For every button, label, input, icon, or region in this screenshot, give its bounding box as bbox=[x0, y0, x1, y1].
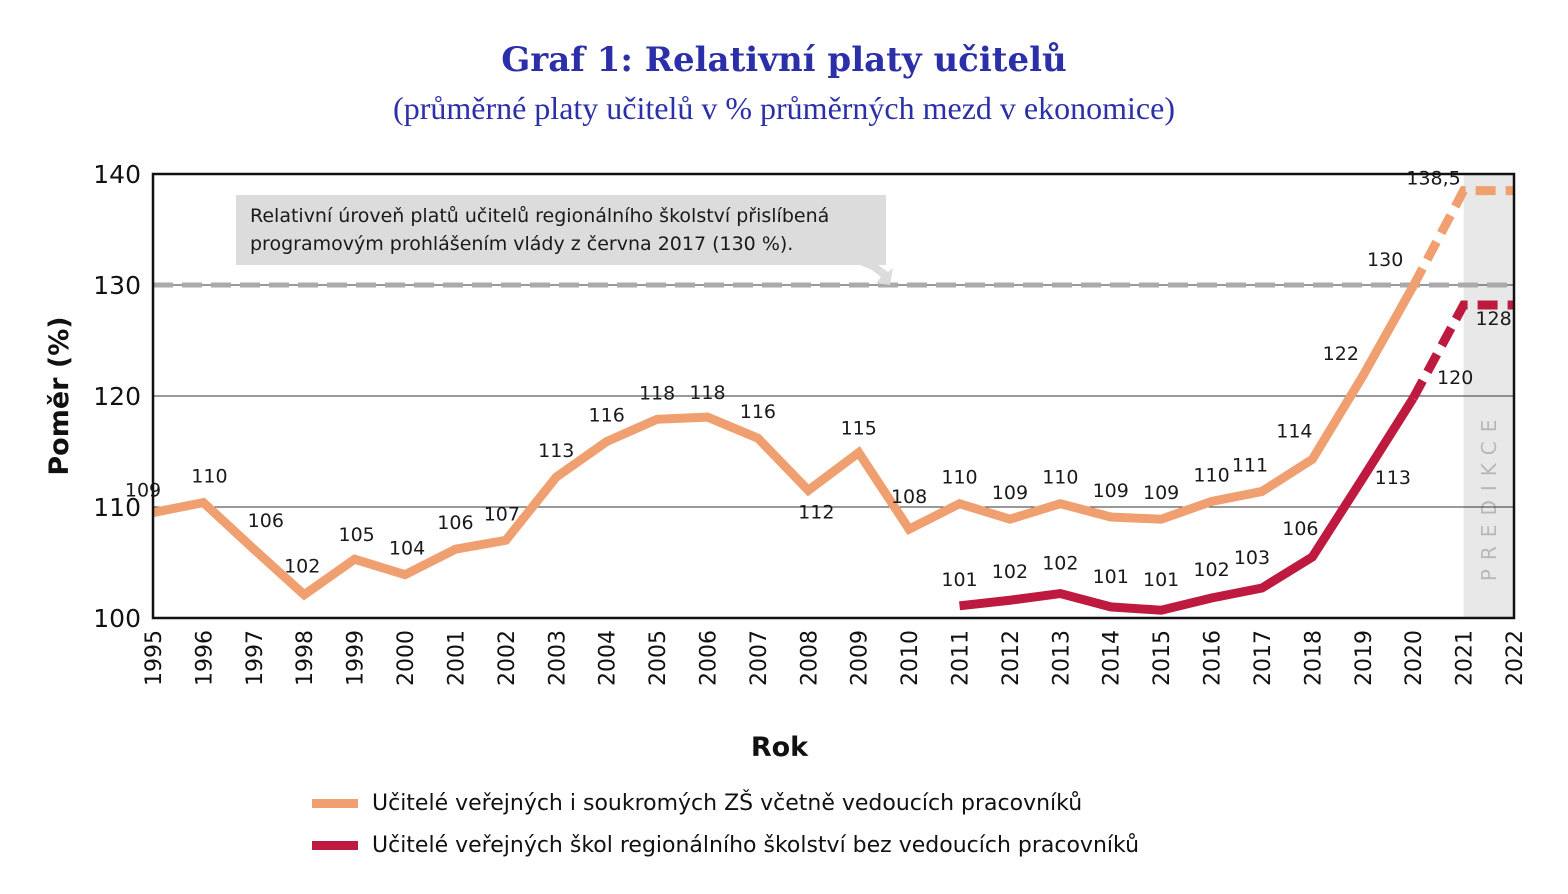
data-label: 107 bbox=[484, 503, 520, 525]
prediction-label: PREDIKCE bbox=[1477, 411, 1501, 582]
x-tick-label: 2016 bbox=[1201, 630, 1226, 686]
data-label: 120 bbox=[1437, 367, 1473, 389]
series-forecast-line-1 bbox=[1409, 300, 1514, 401]
data-label: 109 bbox=[1143, 482, 1179, 504]
data-label: 101 bbox=[1143, 569, 1179, 591]
legend-swatch-zs-teachers bbox=[312, 798, 358, 808]
x-tick-label: 2010 bbox=[898, 630, 923, 686]
y-tick-label: 120 bbox=[93, 382, 141, 411]
data-label: 108 bbox=[891, 486, 927, 508]
x-tick-label: 2005 bbox=[646, 630, 671, 686]
data-label: 110 bbox=[1193, 464, 1229, 486]
x-tick-label: 2001 bbox=[444, 630, 469, 686]
series-line-0 bbox=[152, 283, 1418, 601]
x-axis-title: Rok bbox=[751, 732, 809, 763]
x-tick-label: 1998 bbox=[293, 630, 318, 686]
annotation-arrow-icon bbox=[860, 265, 893, 285]
x-tick-label: 2011 bbox=[949, 630, 974, 686]
data-label: 115 bbox=[841, 418, 877, 440]
x-tick-label: 2018 bbox=[1301, 630, 1326, 686]
data-label: 128 bbox=[1475, 308, 1511, 330]
data-label: 109 bbox=[992, 482, 1028, 504]
data-label: 106 bbox=[1282, 518, 1318, 540]
x-tick-label: 2002 bbox=[495, 630, 520, 686]
legend-label-regional-teachers: Učitelé veřejných škol regionálního škol… bbox=[372, 832, 1140, 858]
x-tick-label: 2007 bbox=[747, 630, 772, 686]
x-tick-label: 2017 bbox=[1251, 630, 1276, 686]
annotation-text-line: programovým prohlášením vlády z června 2… bbox=[250, 233, 793, 255]
x-tick-label: 2000 bbox=[394, 630, 419, 686]
x-tick-label: 2015 bbox=[1150, 630, 1175, 686]
data-label: 106 bbox=[437, 512, 473, 534]
x-tick-label: 2020 bbox=[1402, 630, 1427, 686]
data-label: 111 bbox=[1232, 454, 1268, 476]
data-label: 116 bbox=[589, 405, 625, 427]
x-tick-label: 2019 bbox=[1352, 630, 1377, 686]
y-tick-label: 100 bbox=[93, 604, 141, 633]
data-label: 103 bbox=[1234, 547, 1270, 569]
y-tick-label: 140 bbox=[93, 160, 141, 189]
x-tick-label: 2014 bbox=[1100, 630, 1125, 686]
data-label: 101 bbox=[941, 569, 977, 591]
y-tick-label: 130 bbox=[93, 271, 141, 300]
x-tick-label: 1997 bbox=[243, 630, 268, 686]
data-label: 102 bbox=[284, 556, 320, 578]
annotation-text-line: Relativní úroveň platů učitelů regionáln… bbox=[250, 205, 829, 227]
legend-swatch-regional-teachers bbox=[312, 840, 358, 850]
x-tick-label: 2013 bbox=[1049, 630, 1074, 686]
data-label: 118 bbox=[639, 382, 675, 404]
data-label: 113 bbox=[538, 440, 574, 462]
data-label: 101 bbox=[1093, 566, 1129, 588]
data-label: 104 bbox=[389, 538, 425, 560]
series-line-1 bbox=[959, 395, 1417, 615]
legend-item-zs-teachers: Učitelé veřejných i soukromých ZŠ včetně… bbox=[312, 782, 1139, 824]
data-label: 114 bbox=[1276, 420, 1312, 442]
data-label: 116 bbox=[740, 401, 776, 423]
data-label: 102 bbox=[1193, 559, 1229, 581]
data-label: 112 bbox=[798, 501, 834, 523]
x-tick-label: 1999 bbox=[344, 630, 369, 686]
x-tick-label: 1996 bbox=[192, 630, 217, 686]
chart-title: Graf 1: Relativní platy učitelů bbox=[501, 40, 1067, 80]
x-tick-label: 2008 bbox=[797, 630, 822, 686]
x-tick-label: 2022 bbox=[1503, 630, 1528, 686]
data-label: 113 bbox=[1375, 467, 1411, 489]
y-tick-label: 110 bbox=[93, 493, 141, 522]
annotation-box bbox=[236, 195, 886, 265]
data-label: 106 bbox=[248, 510, 284, 532]
y-axis-title: Poměr (%) bbox=[44, 316, 75, 475]
legend-label-zs-teachers: Učitelé veřejných i soukromých ZŠ včetně… bbox=[372, 790, 1083, 816]
data-label: 102 bbox=[992, 561, 1028, 583]
data-label: 102 bbox=[1042, 553, 1078, 575]
x-tick-label: 2012 bbox=[999, 630, 1024, 686]
data-label: 110 bbox=[1042, 467, 1078, 489]
plot-frame bbox=[151, 172, 1516, 620]
chart-subtitle: (průměrné platy učitelů v % průměrných m… bbox=[393, 90, 1175, 126]
data-label: 122 bbox=[1323, 343, 1359, 365]
series-forecast-line-0 bbox=[1409, 186, 1514, 289]
x-tick-label: 2003 bbox=[545, 630, 570, 686]
data-label: 138,5 bbox=[1406, 168, 1460, 190]
legend-item-regional-teachers: Učitelé veřejných škol regionálního škol… bbox=[312, 824, 1139, 866]
data-label: 105 bbox=[338, 524, 374, 546]
x-tick-label: 2006 bbox=[696, 630, 721, 686]
legend: Učitelé veřejných i soukromých ZŠ včetně… bbox=[312, 782, 1139, 866]
x-tick-label: 1995 bbox=[142, 630, 167, 686]
data-label: 118 bbox=[689, 382, 725, 404]
data-label: 110 bbox=[941, 467, 977, 489]
x-tick-label: 2021 bbox=[1453, 630, 1478, 686]
data-label: 109 bbox=[1093, 480, 1129, 502]
x-tick-label: 2009 bbox=[848, 630, 873, 686]
x-tick-label: 2004 bbox=[596, 630, 621, 686]
data-label: 130 bbox=[1367, 249, 1403, 271]
data-label: 110 bbox=[191, 466, 227, 488]
